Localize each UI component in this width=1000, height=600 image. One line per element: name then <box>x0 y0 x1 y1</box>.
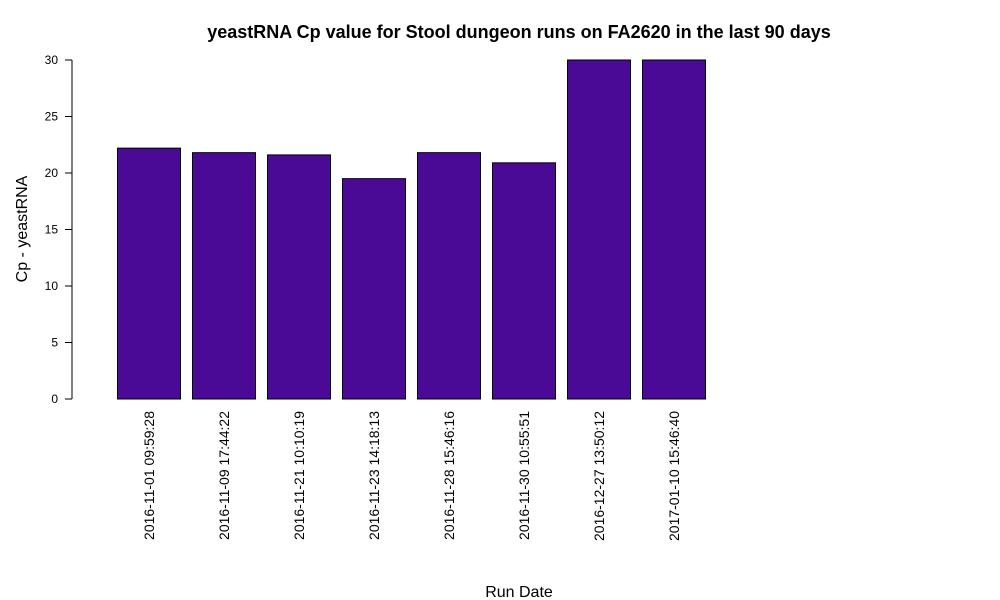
y-tick-label: 30 <box>45 53 59 67</box>
bar <box>642 59 706 400</box>
bar <box>267 154 331 400</box>
x-tick-label: 2016-11-30 10:55:51 <box>516 411 532 540</box>
bars <box>117 59 706 400</box>
bar <box>192 152 256 400</box>
bar <box>117 147 181 400</box>
y-tick-label: 20 <box>45 166 59 180</box>
y-tick-label: 5 <box>51 336 58 350</box>
y-tick-label: 15 <box>45 223 59 237</box>
y-tick-label: 10 <box>45 279 59 293</box>
y-axis-title: Cp - yeastRNA <box>14 175 31 282</box>
chart-title: yeastRNA Cp value for Stool dungeon runs… <box>207 22 830 42</box>
bar <box>492 162 556 400</box>
x-tick-label: 2016-11-09 17:44:22 <box>216 411 232 540</box>
x-tick-label: 2016-11-23 14:18:13 <box>366 411 382 540</box>
x-tick-label: 2017-01-10 15:46:40 <box>666 411 682 541</box>
x-tick-label: 2016-11-28 15:46:16 <box>441 411 457 540</box>
bar <box>567 59 631 400</box>
y-tick-label: 0 <box>51 392 58 406</box>
bar <box>417 152 481 400</box>
x-tick-label: 2016-11-01 09:59:28 <box>141 411 157 540</box>
x-axis-labels: 2016-11-01 09:59:28 2016-11-09 17:44:22 20… <box>141 411 682 541</box>
bar <box>342 178 406 400</box>
y-axis: 0 5 10 15 20 25 30 <box>45 53 73 406</box>
x-axis-title: Run Date <box>485 584 553 600</box>
x-tick-label: 2016-11-21 10:10:19 <box>291 411 307 540</box>
y-tick-label: 25 <box>45 110 59 124</box>
x-tick-label: 2016-12-27 13:50:12 <box>591 411 607 541</box>
